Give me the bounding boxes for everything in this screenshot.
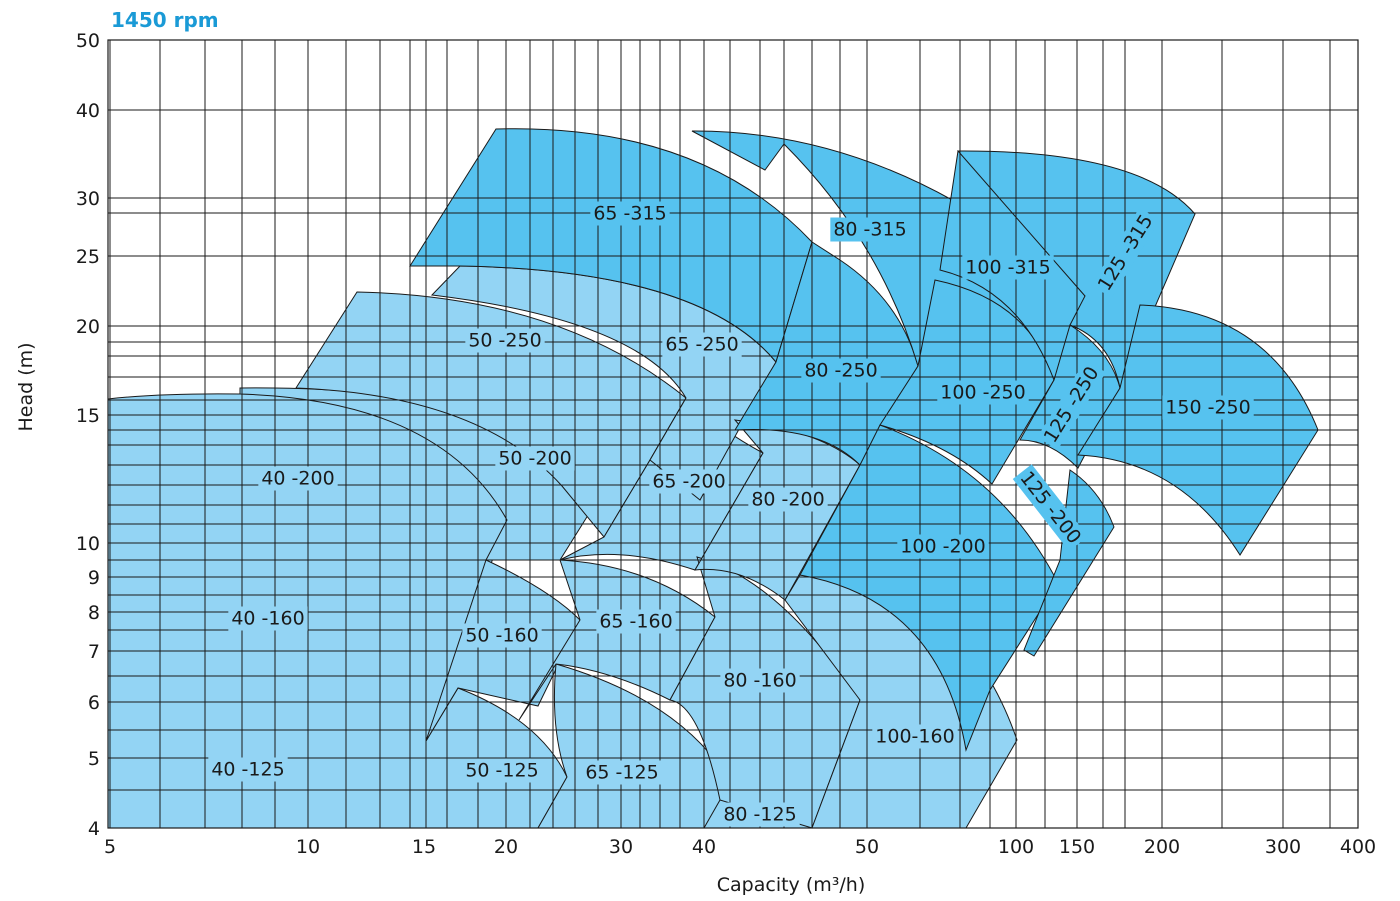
pump-region-label-6: 50 -250	[468, 330, 541, 352]
pump-region-label-bg-0	[208, 757, 288, 782]
y-tick-label-4: 8	[88, 602, 100, 624]
pump-region-label-18: 100 -200	[900, 536, 985, 558]
y-tick-label-8: 20	[76, 316, 100, 338]
x-tick-label-2: 15	[412, 836, 436, 858]
y-tick-label-12: 50	[76, 30, 100, 52]
pump-region-label-13: 80 -160	[723, 670, 796, 692]
x-tick-label-5: 40	[692, 836, 716, 858]
x-axis-title: Capacity (m³/h)	[717, 874, 865, 896]
pump-region-label-2: 40 -200	[261, 468, 334, 490]
pump-region-label-bg-15	[801, 358, 881, 383]
pump-region-label-bg-2	[258, 466, 338, 491]
pump-region-8	[518, 559, 716, 721]
pump-region-label-bg-22	[1037, 359, 1106, 450]
pump-region-label-9: 65 -200	[652, 471, 725, 493]
x-tick-label-11: 400	[1340, 836, 1376, 858]
pump-region-label-bg-6	[465, 328, 545, 353]
x-tick-label-10: 300	[1265, 836, 1301, 858]
pump-region-label-0: 40 -125	[211, 759, 284, 781]
pump-region-label-24: 150 -250	[1165, 397, 1250, 419]
pump-region-labels: 40 -125 40 -160 40 -200 50 -125 50 -160 50 -2…	[208, 201, 1254, 827]
pump-region-label-11: 65 -315	[593, 203, 666, 225]
y-tick-label-3: 7	[88, 641, 100, 663]
y-tick-label-9: 25	[76, 246, 100, 268]
pump-region-label-bg-4	[462, 623, 542, 648]
pump-region-label-bg-14	[748, 487, 828, 512]
pump-region-label-bg-11	[590, 201, 670, 226]
pump-region-label-bg-12	[720, 802, 800, 827]
pump-region-label-bg-16	[830, 217, 910, 242]
pump-region-label-bg-18	[897, 534, 989, 559]
pump-region-label-8: 65 -160	[599, 611, 672, 633]
pump-region-label-bg-13	[720, 668, 800, 693]
x-tick-label-7: 100	[998, 836, 1034, 858]
pump-region-label-bg-10	[662, 332, 742, 357]
pump-region-label-10: 65 -250	[665, 334, 738, 356]
y-tick-label-10: 30	[76, 188, 100, 210]
x-tick-label-1: 10	[296, 836, 320, 858]
x-axis-ticks: 5 10 15 20 30 40 50 100 150 200 300 400	[104, 836, 1376, 858]
pump-region-label-16: 80 -315	[833, 219, 906, 241]
y-axis-ticks: 4 5 6 7 8 9 10 15 20 25 30 40 50	[76, 30, 100, 840]
plot-border	[107, 39, 1359, 829]
pump-region-label-1: 40 -160	[231, 608, 304, 630]
pump-region-label-bg-21	[1012, 464, 1088, 552]
y-tick-label-6: 10	[76, 533, 100, 555]
y-tick-label-5: 9	[88, 567, 100, 589]
y-tick-label-0: 4	[88, 818, 100, 840]
plot-frame	[107, 39, 1359, 829]
pump-region-label-20: 100 -315	[965, 257, 1050, 279]
pump-region-21	[1023, 469, 1115, 657]
x-tick-label-9: 200	[1144, 836, 1180, 858]
pump-region-label-17: 100-160	[875, 726, 954, 748]
pump-region-label-bg-8	[596, 609, 676, 634]
pump-region-label-5: 50 -200	[498, 448, 571, 470]
x-tick-label-3: 20	[494, 836, 518, 858]
pump-region-label-14: 80 -200	[751, 489, 824, 511]
pump-region-label-15: 80 -250	[804, 360, 877, 382]
pump-region-18	[799, 424, 1059, 752]
y-axis-title: Head (m)	[15, 342, 37, 431]
x-tick-label-4: 30	[609, 836, 633, 858]
pump-region-label-3: 50 -125	[465, 760, 538, 782]
pump-region-label-bg-24	[1162, 395, 1254, 420]
pump-region-label-7: 65 -125	[585, 762, 658, 784]
pump-region-label-bg-3	[462, 758, 542, 783]
pump-region-label-19: 100 -250	[940, 382, 1025, 404]
y-tick-label-7: 15	[76, 405, 100, 427]
chart-title: 1450 rpm	[111, 8, 219, 32]
x-tick-label-0: 5	[104, 836, 116, 858]
y-tick-label-1: 5	[88, 748, 100, 770]
x-tick-label-8: 150	[1059, 836, 1095, 858]
pump-region-label-bg-1	[228, 606, 308, 631]
pump-region-label-bg-19	[937, 380, 1029, 405]
y-tick-label-11: 40	[76, 100, 100, 122]
pump-region-label-bg-23	[1091, 207, 1160, 298]
pump-region-label-12: 80 -125	[723, 804, 796, 826]
pump-region-label-4: 50 -160	[465, 625, 538, 647]
pump-region-label-bg-5	[495, 446, 575, 471]
y-tick-label-2: 6	[88, 692, 100, 714]
pump-region-label-bg-17	[872, 724, 958, 749]
x-tick-label-6: 50	[855, 836, 879, 858]
pump-region-label-bg-7	[582, 760, 662, 785]
pump-region-label-bg-9	[649, 469, 729, 494]
pump-region-label-bg-20	[962, 255, 1054, 280]
